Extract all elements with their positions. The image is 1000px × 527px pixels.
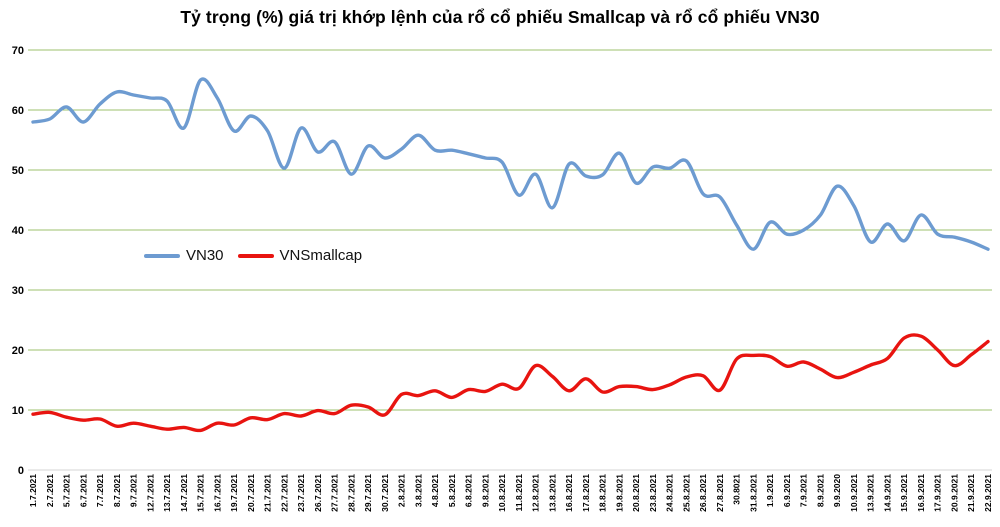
x-tick-label: 30.8021 xyxy=(732,474,742,505)
x-tick-label: 10.8.2021 xyxy=(497,474,507,512)
x-tick-label: 15.9.2021 xyxy=(899,474,909,512)
series-line-vnsmallcap xyxy=(31,333,990,433)
x-tick-label: 8.9.2021 xyxy=(816,474,826,507)
x-tick-label: 20.7.2021 xyxy=(246,474,256,512)
x-tick-label: 19.8.2021 xyxy=(614,474,624,512)
x-tick-label: 10.9.2021 xyxy=(849,474,859,512)
x-tick-label: 20.8.2021 xyxy=(631,474,641,512)
x-tick-label: 23.8.2021 xyxy=(648,474,658,512)
x-tick-label: 7.7.2021 xyxy=(95,474,105,507)
x-tick-label: 15.7.2021 xyxy=(196,474,206,512)
x-tick-label: 27.7.2021 xyxy=(330,474,340,512)
x-tick-label: 14.9.2021 xyxy=(883,474,893,512)
x-tick-label: 26.7.2021 xyxy=(313,474,323,512)
x-tick-label: 22.9.2021 xyxy=(983,474,993,512)
x-tick-label: 9.8.2021 xyxy=(480,474,490,507)
x-tick-label: 21.9.2021 xyxy=(966,474,976,512)
x-tick-label: 31.8.2021 xyxy=(748,474,758,512)
x-tick-label: 17.9.2021 xyxy=(933,474,943,512)
x-tick-label: 8.7.2021 xyxy=(112,474,122,507)
x-tick-label: 20.9.2021 xyxy=(950,474,960,512)
x-tick-label: 16.7.2021 xyxy=(212,474,222,512)
x-tick-label: 9.7.2021 xyxy=(129,474,139,507)
y-tick-label: 60 xyxy=(12,105,24,117)
x-tick-label: 23.7.2021 xyxy=(296,474,306,512)
x-tick-label: 19.7.2021 xyxy=(229,474,239,512)
x-tick-label: 11.8.2021 xyxy=(514,474,524,512)
x-tick-label: 27.8.2021 xyxy=(715,474,725,512)
y-tick-label: 40 xyxy=(12,225,24,237)
x-tick-label: 25.8.2021 xyxy=(681,474,691,512)
x-tick-label: 5.7.2021 xyxy=(62,474,72,507)
x-tick-label: 14.7.2021 xyxy=(179,474,189,512)
x-tick-label: 30.7.2021 xyxy=(380,474,390,512)
x-tick-label: 1.9.2021 xyxy=(765,474,775,507)
x-tick-label: 1.7.2021 xyxy=(28,474,38,507)
x-tick-label: 12.8.2021 xyxy=(531,474,541,512)
x-tick-label: 24.8.2021 xyxy=(665,474,675,512)
x-tick-label: 22.7.2021 xyxy=(279,474,289,512)
x-tick-label: 6.9.2021 xyxy=(782,474,792,507)
x-tick-label: 16.8.2021 xyxy=(564,474,574,512)
x-tick-label: 17.8.2021 xyxy=(581,474,591,512)
x-tick-label: 26.8.2021 xyxy=(698,474,708,512)
series-line-vn30 xyxy=(31,77,990,251)
x-tick-label: 2.8.2021 xyxy=(397,474,407,507)
y-tick-label: 30 xyxy=(12,285,24,297)
chart-legend: VN30 VNSmallcap xyxy=(144,247,362,264)
x-tick-label: 6.8.2021 xyxy=(464,474,474,507)
x-tick-label: 12.7.2021 xyxy=(145,474,155,512)
legend-label-vn30: VN30 xyxy=(186,247,224,264)
x-tick-label: 28.7.2021 xyxy=(346,474,356,512)
y-tick-label: 50 xyxy=(12,165,24,177)
x-tick-label: 16.9.2021 xyxy=(916,474,926,512)
x-tick-label: 13.7.2021 xyxy=(162,474,172,512)
legend-item-vn30: VN30 xyxy=(144,247,224,264)
x-tick-label: 13.8.2021 xyxy=(547,474,557,512)
x-tick-label: 29.7.2021 xyxy=(363,474,373,512)
x-tick-label: 18.8.2021 xyxy=(598,474,608,512)
x-tick-label: 7.9.2021 xyxy=(799,474,809,507)
x-tick-label: 4.8.2021 xyxy=(430,474,440,507)
x-tick-label: 3.8.2021 xyxy=(413,474,423,507)
y-tick-label: 70 xyxy=(12,45,24,57)
y-tick-label: 0 xyxy=(18,465,24,477)
legend-item-vnsmallcap: VNSmallcap xyxy=(237,247,363,264)
x-tick-label: 9.9.2020 xyxy=(832,474,842,507)
chart-title: Tỷ trọng (%) giá trị khớp lệnh của rổ cổ… xyxy=(180,7,820,27)
x-tick-label: 13.9.2021 xyxy=(866,474,876,512)
legend-label-vnsmallcap: VNSmallcap xyxy=(279,247,363,264)
x-tick-label: 2.7.2021 xyxy=(45,474,55,507)
x-tick-label: 21.7.2021 xyxy=(263,474,273,512)
vn30-line-swatch xyxy=(144,253,180,258)
x-tick-label: 6.7.2021 xyxy=(78,474,88,507)
y-tick-label: 20 xyxy=(12,345,24,357)
x-tick-label: 5.8.2021 xyxy=(447,474,457,507)
y-tick-label: 10 xyxy=(12,405,24,417)
vnsmallcap-line-swatch xyxy=(237,253,274,258)
